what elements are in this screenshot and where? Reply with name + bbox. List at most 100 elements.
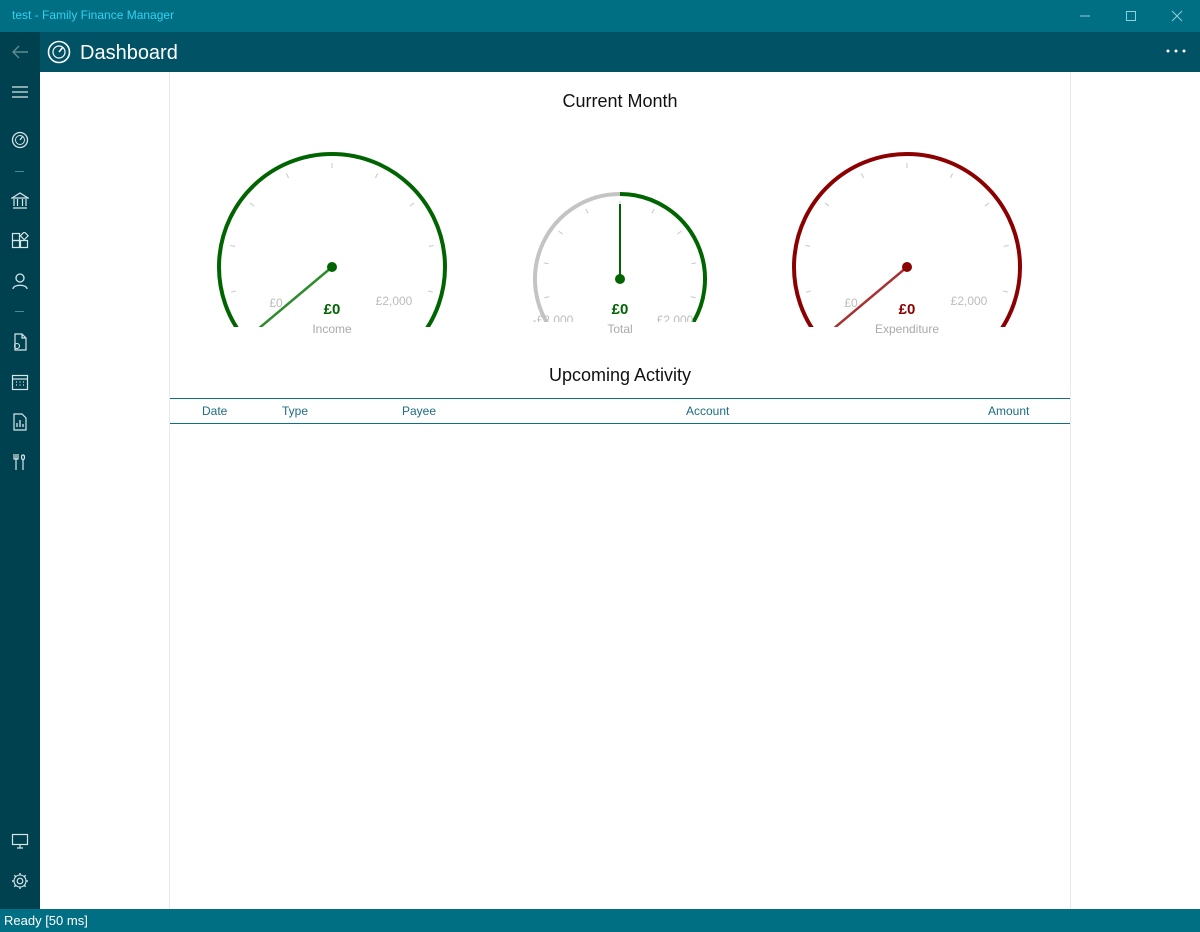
back-button[interactable] [0,32,40,72]
gauge-min-label: -£2,000 [533,313,574,322]
document-icon [13,333,27,351]
total-gauge-value: £0 [611,301,629,318]
gauge-arc [792,151,1022,327]
close-button[interactable] [1154,0,1200,32]
gauge-tick [1002,290,1009,293]
minimize-button[interactable] [1062,0,1108,32]
categories-icon [11,232,29,249]
sidebar-item-screen[interactable] [0,821,40,861]
sidebar-item-accounts[interactable] [0,181,40,221]
more-button[interactable] [1164,39,1188,63]
gauge-needle [833,266,908,327]
gauge-needle-hub [902,262,912,272]
gauge-tick [1003,244,1009,247]
sidebar-item-tools[interactable] [0,442,40,482]
gauge-tick [543,262,549,265]
expenditure-gauge-value: £0 [898,301,916,318]
gauge-tick [824,202,830,207]
gauge-max-label: £2,000 [657,313,694,322]
expenditure-gauge-label: Expenditure [874,322,940,336]
close-icon [1171,10,1183,22]
upcoming-table-header: Date Type Payee Account Amount [170,398,1070,424]
calendar-icon [11,374,29,391]
dashboard-icon [47,40,71,64]
gauge-tick [427,290,434,293]
sidebar-item-dashboard[interactable] [0,120,40,160]
gauge-tick [860,173,865,179]
gauge-tick [409,202,415,207]
gauge-tick [230,290,237,293]
gauge-tick [428,244,434,247]
income-gauge: £0 £2,000 [217,151,447,327]
gauge-needle [258,266,333,327]
bank-icon [11,192,29,209]
more-icon [1166,49,1186,53]
sidebar-item-payees[interactable] [0,261,40,301]
gauge-tick [544,296,550,299]
main-content: Current Month £0 £2,000 £0 Income -£2,000… [40,72,1200,909]
gauge-tick [805,244,811,247]
column-header-amount[interactable]: Amount [988,404,1030,418]
gauge-arc-negative [533,192,621,322]
gauge-tick [690,296,696,299]
total-gauge: -£2,000 £2,000 [533,192,707,322]
maximize-button[interactable] [1108,0,1154,32]
gauge-tick [691,262,697,265]
gauge-tick [230,244,236,247]
person-icon [12,273,28,290]
gauge-needle-hub [327,262,337,272]
gauge-min-label: £0 [269,296,283,310]
column-header-date[interactable]: Date [202,404,228,418]
gauge-max-label: £2,000 [376,294,413,308]
page-header: Dashboard [40,32,1200,72]
gauge-arc [217,151,447,327]
report-icon [13,413,27,431]
gauge-tick [374,173,379,179]
sidebar-item-transactions[interactable] [0,322,40,362]
status-text: Ready [50 ms] [4,913,88,928]
gauge-tick [558,230,563,235]
sidebar-separator [15,311,24,312]
gauge-tick [651,208,655,214]
sidebar-item-menu[interactable] [0,72,40,112]
gauge-tick [805,290,812,293]
sidebar-item-categories[interactable] [0,221,40,261]
column-header-account[interactable]: Account [686,404,730,418]
gauge-arc-positive [619,192,707,322]
gauge-tick [949,173,954,179]
total-gauge-label: Total [607,322,633,336]
gauge-tick [585,208,589,214]
page-title: Dashboard [80,42,178,64]
income-gauge-value: £0 [323,301,341,318]
expenditure-gauge: £0 £2,000 [792,151,1022,327]
sidebar-item-settings[interactable] [0,861,40,901]
hamburger-icon [12,86,28,98]
column-header-payee[interactable]: Payee [402,404,437,418]
gear-icon [12,873,28,889]
minimize-icon [1080,15,1090,17]
monitor-icon [11,833,29,849]
current-month-title: Current Month [562,91,678,111]
dashboard-icon [11,131,29,149]
status-bar: Ready [50 ms] [0,909,1200,932]
title-bar: test - Family Finance Manager [0,0,1200,32]
gauge-tick [677,230,682,235]
window-title: test - Family Finance Manager [12,8,175,22]
sidebar [0,32,40,909]
dashboard-panel: Current Month £0 £2,000 £0 Income -£2,000… [169,72,1071,909]
income-gauge-label: Income [312,322,352,336]
gauge-tick [984,202,990,207]
gauge-max-label: £2,000 [951,294,988,308]
sidebar-item-calendar[interactable] [0,362,40,402]
maximize-icon [1126,11,1136,21]
sidebar-separator [15,171,24,172]
gauge-needle-hub [615,274,625,284]
column-header-type[interactable]: Type [282,404,309,418]
gauge-min-label: £0 [844,296,858,310]
sidebar-item-reports[interactable] [0,402,40,442]
tools-icon [13,454,26,470]
upcoming-activity-title: Upcoming Activity [548,365,692,385]
gauge-tick [249,202,255,207]
back-arrow-icon [12,45,28,59]
gauge-tick [285,173,290,179]
